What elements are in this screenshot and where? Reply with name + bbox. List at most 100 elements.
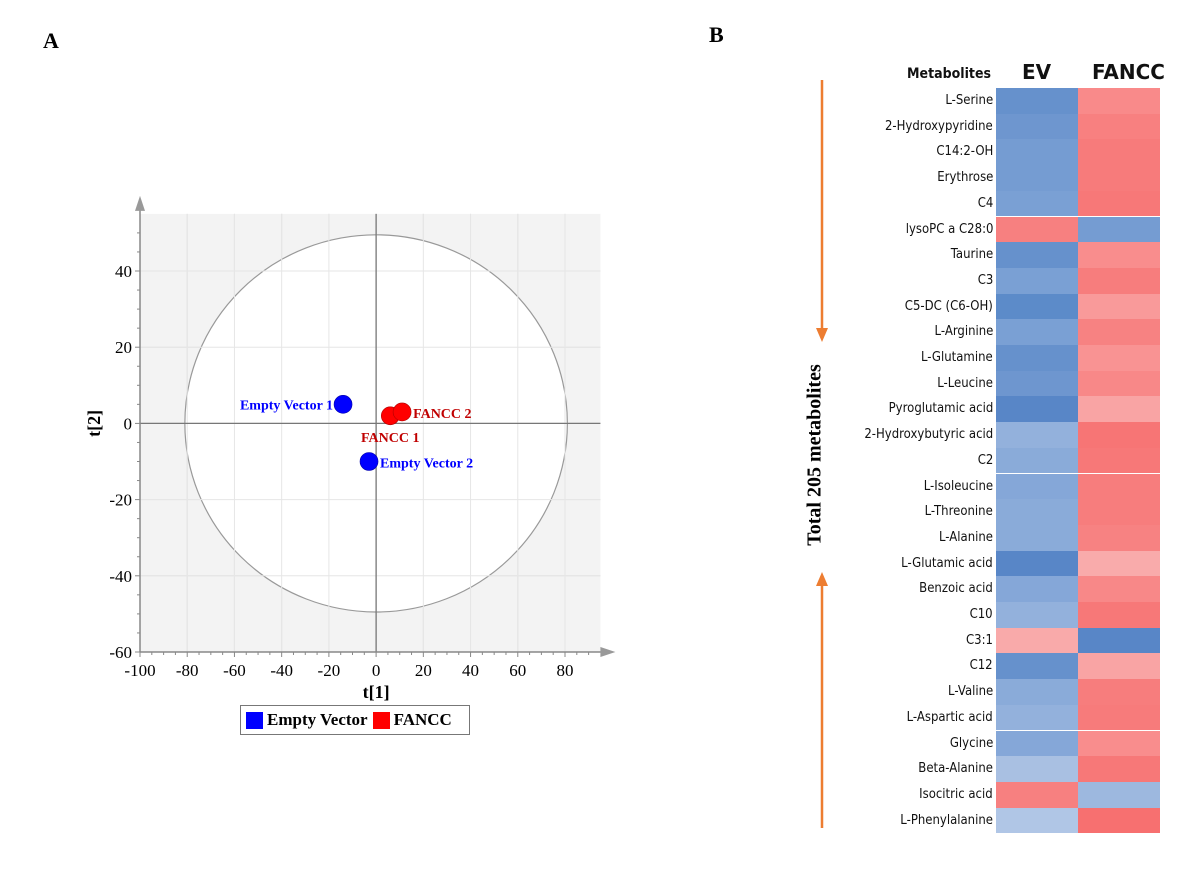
heatmap-cell-fancc <box>1078 627 1160 654</box>
heatmap-row-label: lysoPC a C28:0 <box>905 221 993 237</box>
heatmap-cell-ev <box>996 165 1078 191</box>
data-point-label: Empty Vector 1 <box>240 398 333 413</box>
x-tick-label: 60 <box>509 661 526 680</box>
heatmap-cell-fancc <box>1078 781 1160 808</box>
heatmap-cell-fancc <box>1078 319 1160 345</box>
heatmap-row-label: C2 <box>977 452 993 468</box>
heatmap-cell-ev <box>996 730 1078 757</box>
x-tick-label: 20 <box>415 661 432 680</box>
heatmap-cell-fancc <box>1078 396 1160 423</box>
x-tick-label: -80 <box>176 661 199 680</box>
heatmap-column-fancc: FANCC <box>1092 60 1165 84</box>
heatmap-cell-fancc <box>1078 88 1160 114</box>
y-tick-label: -40 <box>109 567 132 586</box>
heatmap-cell-ev <box>996 216 1078 243</box>
x-axis-label: t[1] <box>363 682 390 702</box>
heatmap-cell-ev <box>996 319 1078 345</box>
x-axis-arrow-icon <box>600 647 616 657</box>
heatmap-cell-fancc <box>1078 165 1160 191</box>
heatmap-row-label: C12 <box>969 658 993 674</box>
heatmap-row-label: Erythrose <box>936 170 993 186</box>
heatmap-row-label: L-Arginine <box>934 324 993 340</box>
heatmap-row-label: L-Alanine <box>939 529 993 545</box>
heatmap-cell-ev <box>996 345 1078 371</box>
heatmap-cell-fancc <box>1078 447 1160 474</box>
heatmap-cell-fancc <box>1078 345 1160 371</box>
heatmap-row-label: Glycine <box>949 735 993 751</box>
orange-arrows <box>816 80 828 828</box>
heatmap-cell-ev <box>996 679 1078 705</box>
heatmap-cell-ev <box>996 396 1078 423</box>
legend-swatch-empty-vector <box>246 711 263 729</box>
heatmap-cell-ev <box>996 267 1078 294</box>
data-point <box>359 452 379 471</box>
heatmap-cell-fancc <box>1078 473 1160 500</box>
heatmap-column-ev: EV <box>1022 60 1052 84</box>
y-tick-label: -60 <box>109 643 132 662</box>
panel-label-b: B <box>709 22 724 47</box>
x-tick-label: -40 <box>270 661 293 680</box>
heatmap-row-label: C10 <box>969 607 993 622</box>
heatmap-cell-fancc <box>1078 679 1160 705</box>
heatmap-row-label: Beta-Alanine <box>918 761 993 777</box>
data-point-label: FANCC 1 <box>361 431 419 446</box>
heatmap-cell-fancc <box>1078 242 1160 268</box>
heatmap-row-label: C14:2-OH <box>935 144 993 160</box>
legend-swatch-fancc <box>372 711 390 729</box>
x-tick-label: -100 <box>124 661 155 680</box>
y-tick-label: 40 <box>115 262 132 281</box>
heatmap-cell-fancc <box>1078 370 1160 397</box>
heatmap-cell-fancc <box>1078 139 1160 166</box>
heatmap-cell-fancc <box>1078 113 1160 140</box>
heatmap-cell-ev <box>996 781 1078 808</box>
heatmap-cell-ev <box>996 447 1078 474</box>
heatmap-row-label: L-Glutamine <box>921 350 993 365</box>
y-axis-arrow-icon <box>135 195 145 211</box>
heatmap-row-label: Benzoic acid <box>919 581 993 597</box>
heatmap-cell-fancc <box>1078 653 1160 680</box>
heatmap-cell-ev <box>996 756 1078 782</box>
heatmap-cell-fancc <box>1078 602 1160 628</box>
heatmap-row-label: L-Isoleucine <box>923 478 993 494</box>
heatmap-row-label: C4 <box>977 195 993 211</box>
heatmap-cell-ev <box>996 602 1078 628</box>
heatmap-cell-fancc <box>1078 190 1160 217</box>
heatmap-cell-fancc <box>1078 756 1160 782</box>
y-tick-label: 0 <box>124 414 133 433</box>
heatmap-cell-ev <box>996 293 1078 320</box>
heatmap-cell-fancc <box>1078 499 1160 525</box>
heatmap-cell-fancc <box>1078 524 1160 551</box>
heatmap-row-header: Metabolites <box>907 66 991 82</box>
x-tick-label: -20 <box>318 661 341 680</box>
heatmap-cell-ev <box>996 242 1078 268</box>
heatmap-cell-ev <box>996 370 1078 397</box>
heatmap-cell-ev <box>996 807 1078 834</box>
heatmap-row-label: C3 <box>977 272 993 288</box>
score-scatter-plot: -100 -80 -60 -40 -20 0 20 40 60 80 -60 -40 -20 0 20 40 t… <box>84 195 616 702</box>
heatmap-row-label: Isocitric acid <box>919 786 993 802</box>
heatmap-cell-fancc <box>1078 216 1160 243</box>
x-tick-label: 80 <box>557 661 574 680</box>
heatmap-cell-ev <box>996 190 1078 217</box>
heatmap-cell-ev <box>996 576 1078 602</box>
heatmap-cell-ev <box>996 627 1078 654</box>
heatmap-cell-ev <box>996 473 1078 500</box>
heatmap-cell-ev <box>996 422 1078 448</box>
heatmap-row-label: 2-Hydroxypyridine <box>885 118 993 134</box>
total-metabolites-label: Total 205 metabolites <box>803 364 826 546</box>
heatmap-cell-fancc <box>1078 730 1160 757</box>
heatmap-row-label: L-Aspartic acid <box>906 709 993 725</box>
panel-label-a: A <box>43 28 59 53</box>
y-tick-label: 20 <box>115 338 132 357</box>
heatmap-row-label: L-Serine <box>945 93 993 108</box>
heatmap-cell-ev <box>996 653 1078 680</box>
heatmap-row-label: Taurine <box>950 247 993 263</box>
heatmap-cell-fancc <box>1078 704 1160 731</box>
heatmap-cell-fancc <box>1078 267 1160 294</box>
heatmap-row-label: C3:1 <box>966 632 993 648</box>
heatmap-cell-fancc <box>1078 576 1160 602</box>
heatmap-cell-fancc <box>1078 807 1160 834</box>
x-tick-label: 40 <box>462 661 479 680</box>
data-point <box>333 395 353 414</box>
heatmap-cell-ev <box>996 499 1078 525</box>
